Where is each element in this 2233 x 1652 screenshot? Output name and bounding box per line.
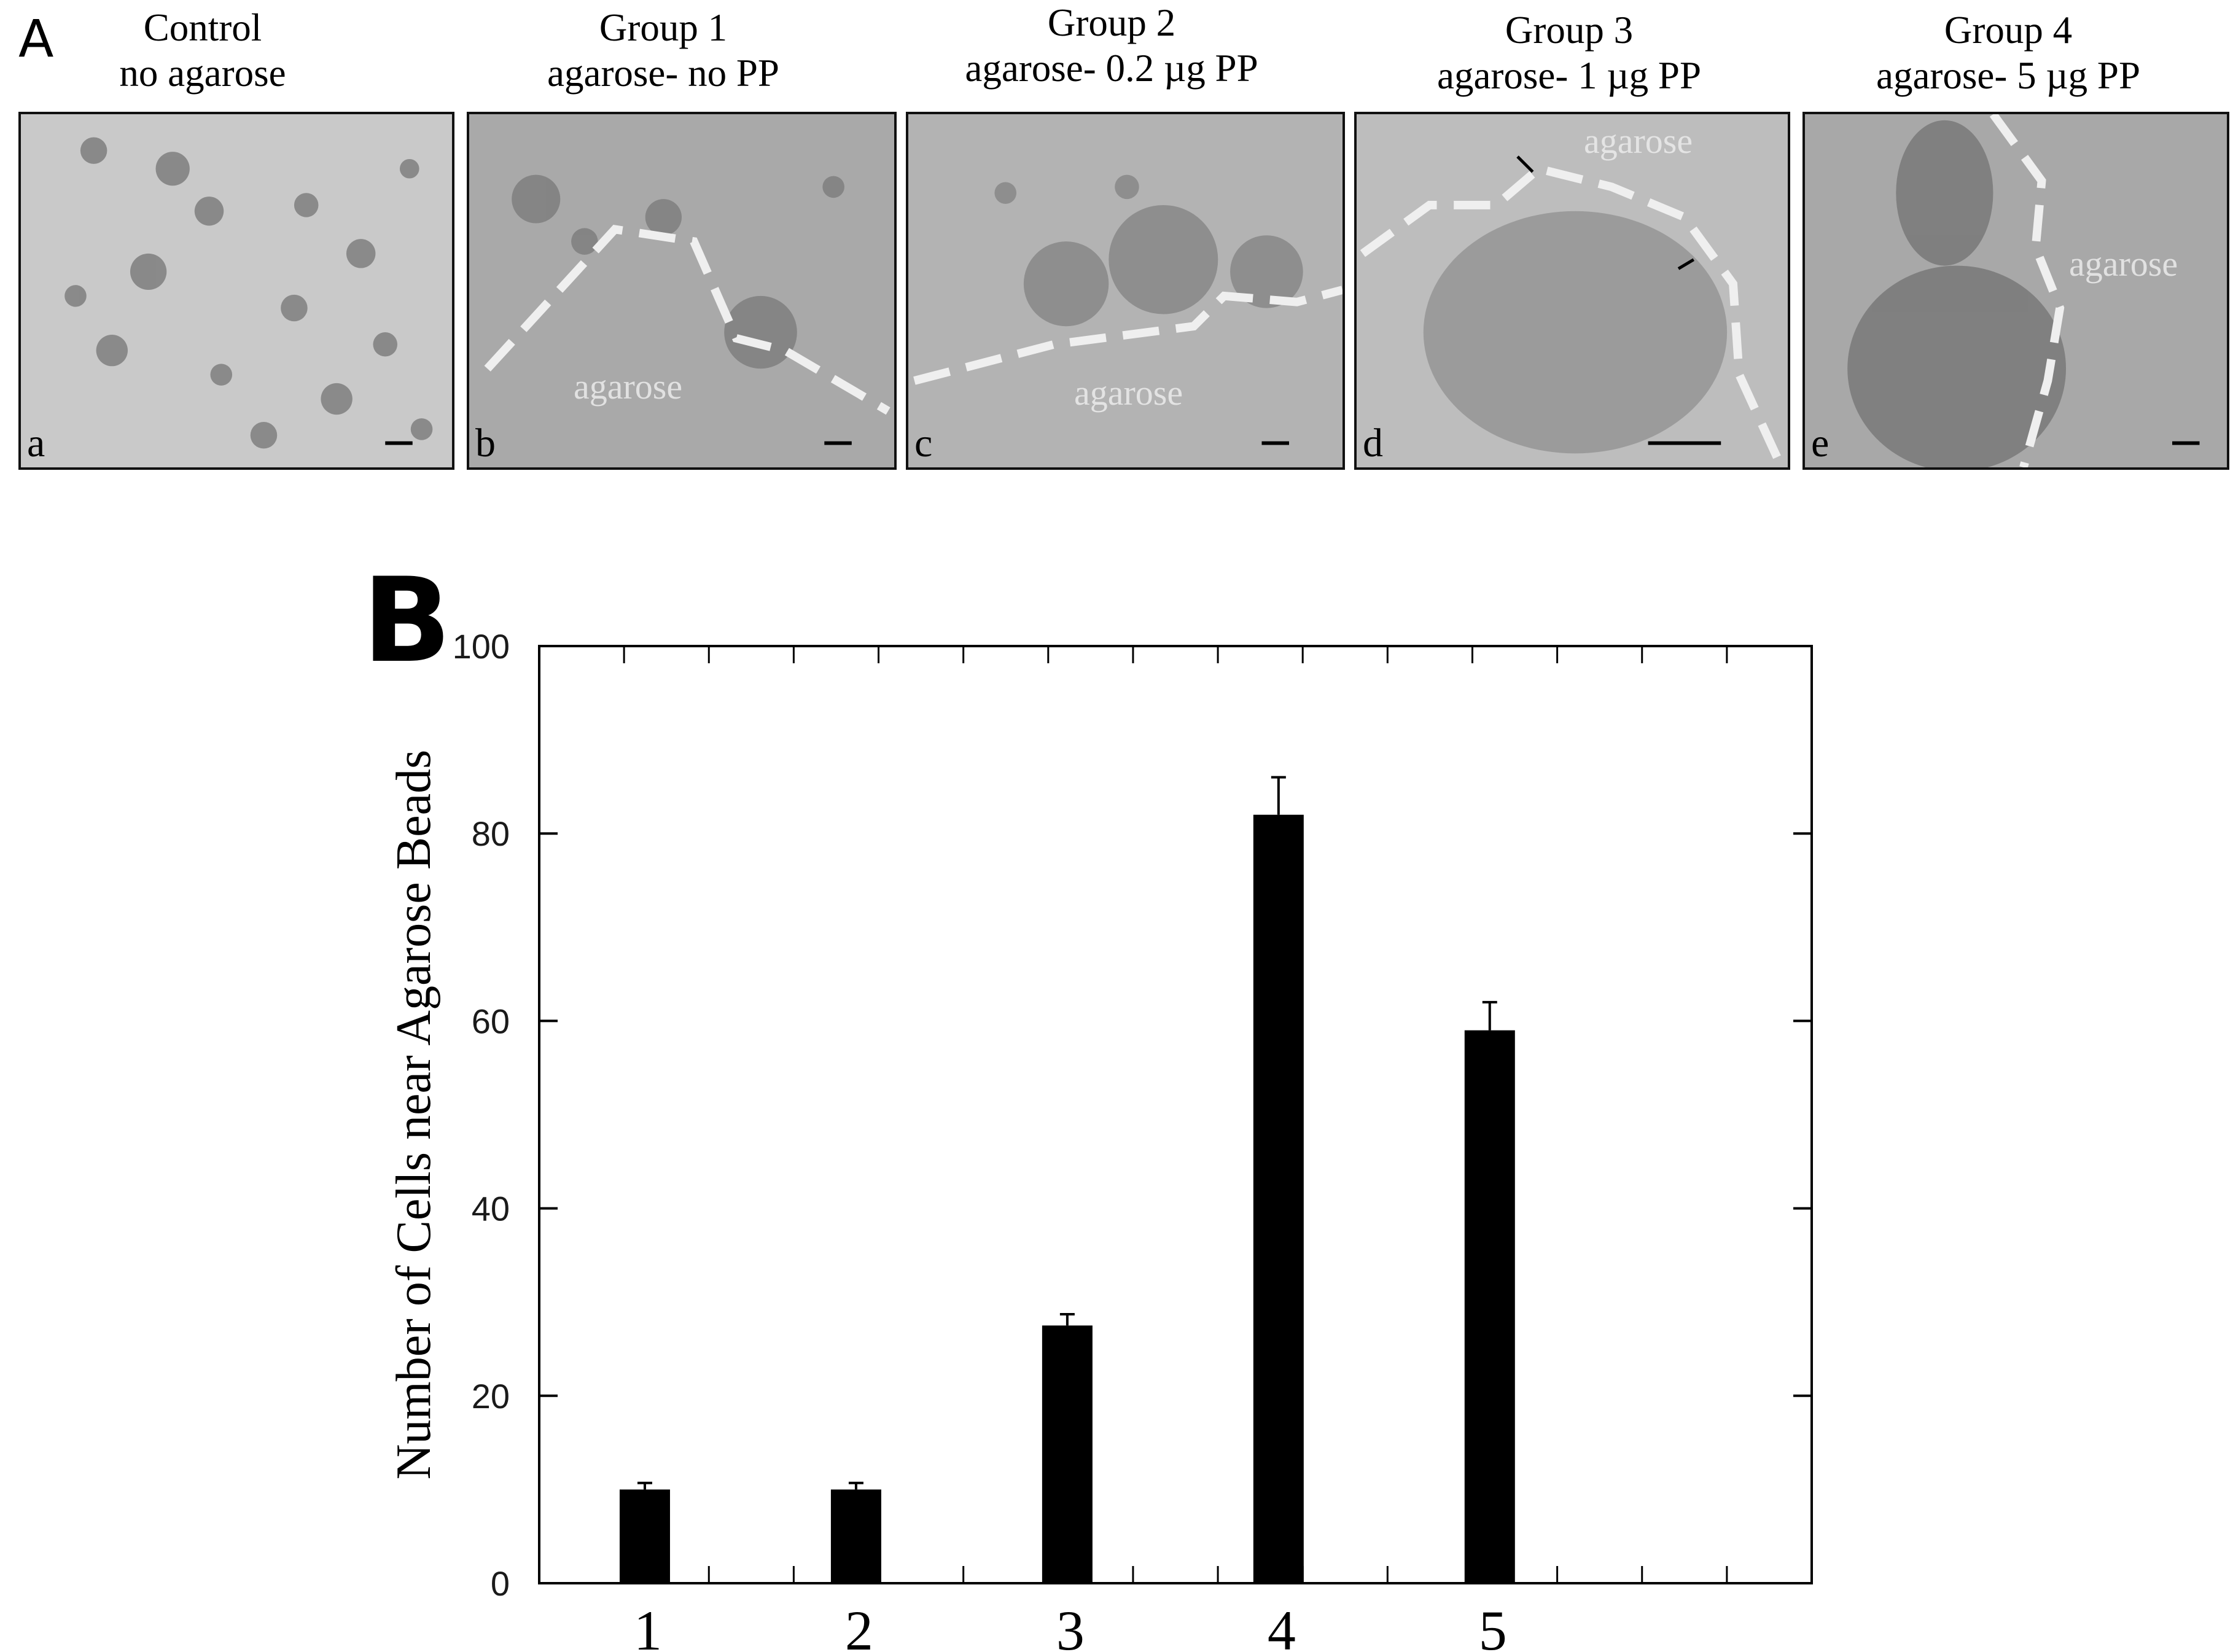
bar <box>830 1489 881 1583</box>
panel-title: Group 3 <box>1505 9 1634 52</box>
bar <box>1042 1325 1093 1583</box>
agarose-label: agarose <box>2069 244 2178 284</box>
x-tick-label: 4 <box>1268 1599 1296 1652</box>
micrograph-image <box>469 114 894 467</box>
plot-frame <box>538 645 1813 1584</box>
micrograph-group3: agarose d <box>1354 112 1790 470</box>
agarose-label: agarose <box>574 367 683 407</box>
y-tick-label: 40 <box>472 1190 510 1228</box>
panel-subtitle: agarose- no PP <box>547 52 779 95</box>
panel-a-letter: A <box>18 9 54 69</box>
panel-a-caption-group1: Group 1 agarose- no PP <box>448 5 878 96</box>
micrograph-image <box>1805 114 2227 467</box>
panel-b-letter: B <box>362 553 451 688</box>
micrograph-image <box>1357 114 1788 467</box>
y-axis-label: Number of Cells near Agarose Beads <box>387 750 441 1480</box>
y-tick-label: 0 <box>491 1564 510 1603</box>
x-tick-label: 5 <box>1479 1599 1507 1652</box>
micrograph-letter: b <box>475 421 496 466</box>
micrograph-letter: d <box>1363 421 1383 466</box>
panel-subtitle: agarose- 1 µg PP <box>1437 54 1701 97</box>
micrograph-image <box>908 114 1343 467</box>
panel-title: Group 4 <box>1944 9 2073 52</box>
agarose-label: agarose <box>1584 121 1693 161</box>
micrograph-image <box>21 114 452 467</box>
y-tick-label: 20 <box>472 1377 510 1416</box>
panel-subtitle: agarose- 0.2 µg PP <box>965 47 1258 90</box>
x-tick-label: 2 <box>845 1599 873 1652</box>
micrograph-letter: a <box>27 421 45 466</box>
y-tick-label: 60 <box>472 1002 510 1040</box>
micrograph-group1: agarose b <box>467 112 897 470</box>
x-tick-label: 1 <box>634 1599 662 1652</box>
panel-a-caption-group3: Group 3 agarose- 1 µg PP <box>1354 7 1784 98</box>
agarose-label: agarose <box>1074 373 1183 413</box>
panel-a-caption-group4: Group 4 agarose- 5 µg PP <box>1793 7 2223 98</box>
x-tick-label: 3 <box>1056 1599 1085 1652</box>
panel-a-caption-group2: Group 2 agarose- 0.2 µg PP <box>897 0 1327 91</box>
panel-subtitle: agarose- 5 µg PP <box>1876 54 2140 97</box>
panel-title: Control <box>143 6 262 49</box>
bar <box>619 1489 670 1583</box>
bar <box>1464 1030 1515 1583</box>
y-tick-label: 80 <box>472 814 510 853</box>
panel-subtitle: no agarose <box>119 52 286 95</box>
micrograph-group4: agarose e <box>1802 112 2229 470</box>
panel-a-caption-control: Control no agarose <box>0 5 418 96</box>
micrograph-letter: c <box>914 421 933 466</box>
panel-title: Group 1 <box>599 6 728 49</box>
y-tick-label: 100 <box>453 627 510 666</box>
micrograph-group2: agarose c <box>906 112 1345 470</box>
micrograph-letter: e <box>1811 421 1830 466</box>
micrograph-control: a <box>18 112 454 470</box>
panel-title: Group 2 <box>1047 1 1176 44</box>
bar <box>1253 814 1304 1583</box>
